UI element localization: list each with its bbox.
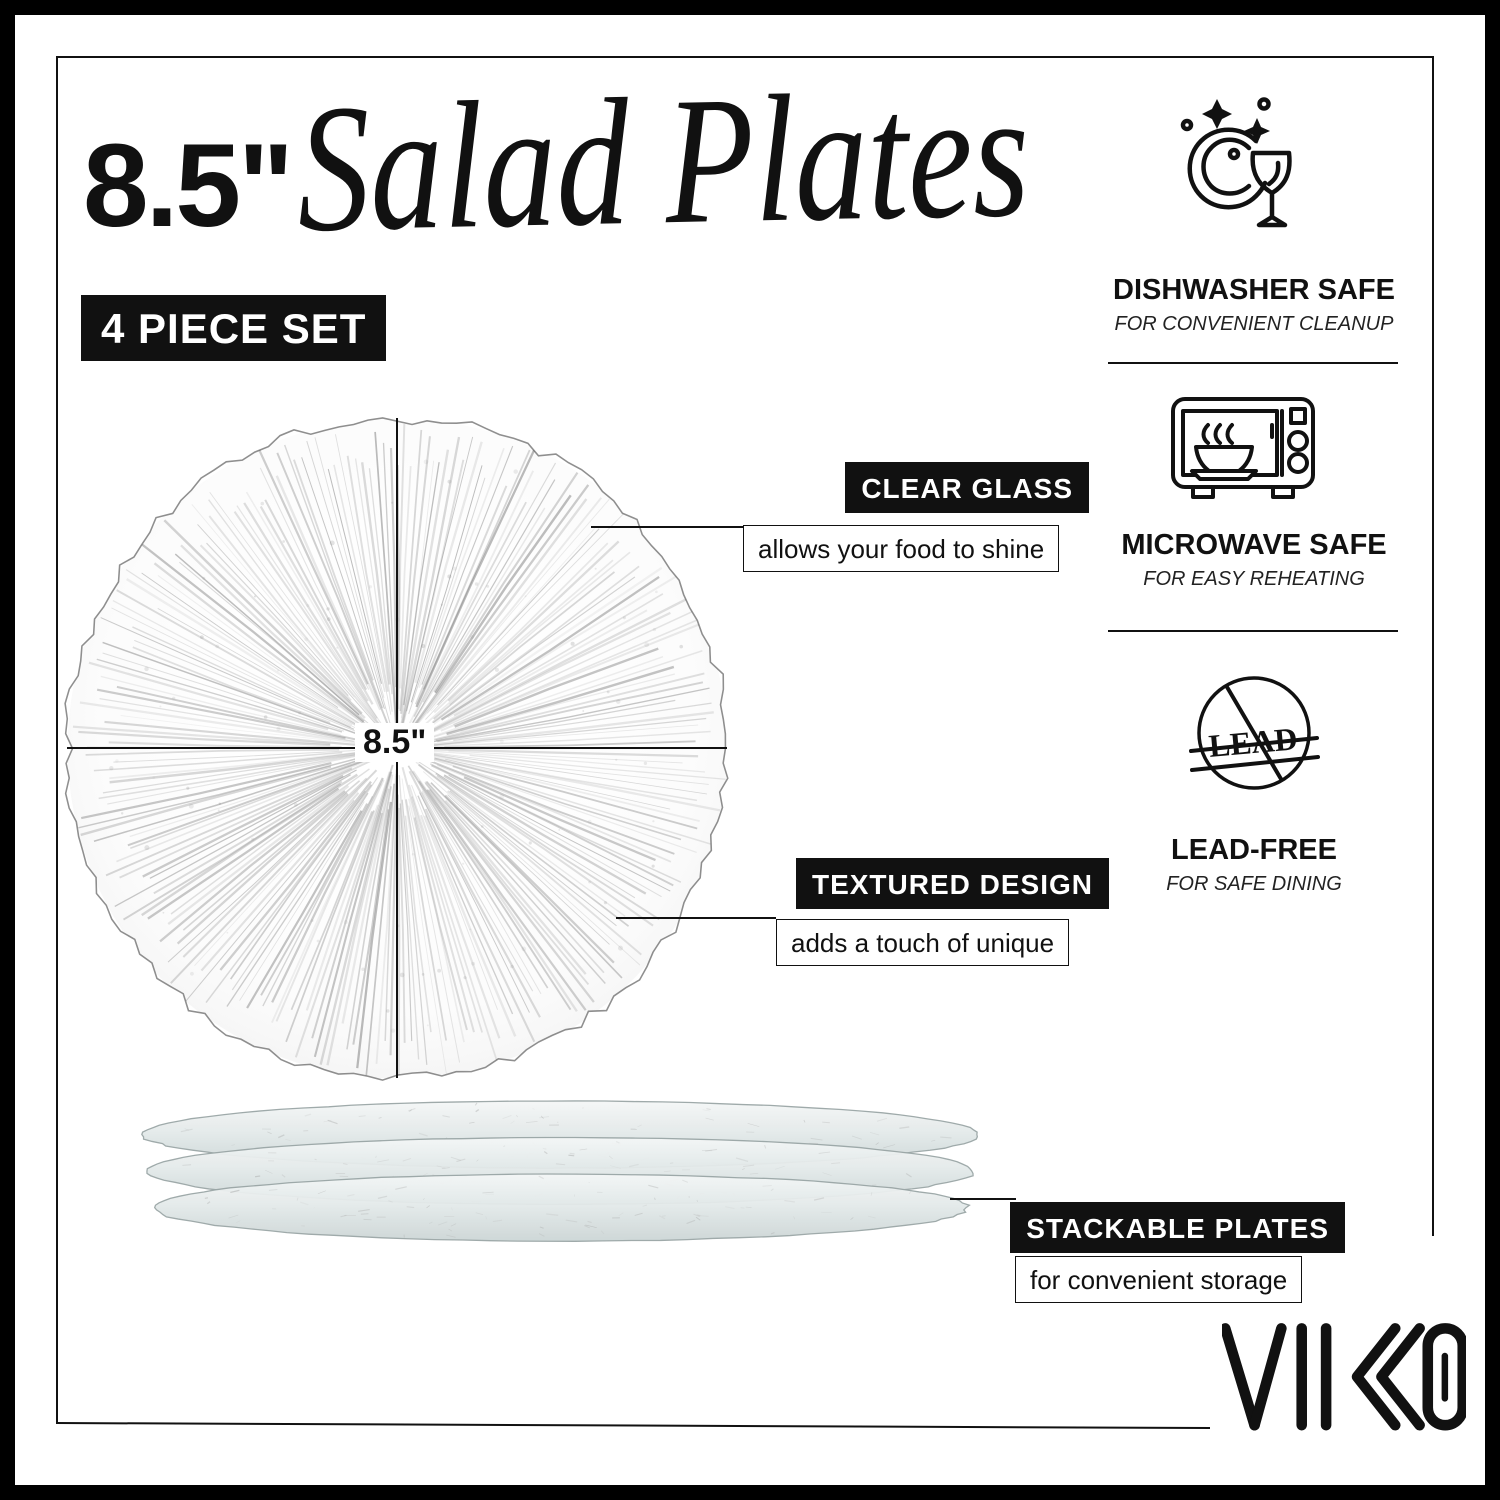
svg-text:LEAD: LEAD xyxy=(1207,720,1299,764)
